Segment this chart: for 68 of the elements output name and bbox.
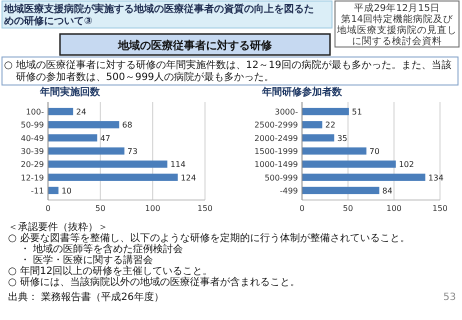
text: ・ 医学・医療に関する講習会 bbox=[20, 254, 154, 266]
text: 地域医療支援病院が実施する地域の医療従事者の資質の向上を図るための研修について③ bbox=[3, 3, 314, 27]
data-label: 84 bbox=[382, 186, 392, 196]
y-tick-label: 20-29 bbox=[20, 160, 44, 170]
bar bbox=[48, 108, 74, 116]
bar bbox=[302, 186, 380, 194]
x-tick-label: 100 bbox=[145, 204, 160, 213]
data-label: 134 bbox=[428, 173, 444, 182]
y-tick-label: 40-49 bbox=[20, 134, 44, 143]
data-label: 35 bbox=[337, 134, 348, 143]
bar bbox=[48, 186, 58, 194]
bar bbox=[302, 121, 322, 128]
text: 53 bbox=[443, 292, 456, 303]
x-tick-label: 0 bbox=[299, 204, 305, 213]
text: 研修の参加者数は、500～999人の病院が最も多かった。 bbox=[16, 71, 274, 83]
x-tick-label: 100 bbox=[386, 204, 402, 213]
text: ＜承認要件（抜粋）＞ bbox=[8, 221, 108, 233]
text: ○ 地域の医療従事者に対する研修の年間実施件数は、12～19回の病院が最も多かった。また、当該 bbox=[4, 59, 452, 71]
x-tick-label: 150 bbox=[432, 204, 448, 213]
data-label: 102 bbox=[398, 160, 414, 170]
y-tick-label: 1000-1499 bbox=[254, 160, 298, 170]
x-tick-label: 50 bbox=[95, 204, 106, 213]
bar bbox=[48, 121, 120, 128]
text: に関する検討会資料 bbox=[352, 35, 442, 47]
bar bbox=[302, 108, 349, 116]
text: ○ 研修には、当該病院以外の地域の医療従事者が含まれること。 bbox=[8, 276, 300, 288]
chart-title: 年間実施回数 bbox=[39, 86, 101, 98]
y-tick-label: 12-19 bbox=[20, 173, 44, 182]
bar bbox=[302, 174, 426, 181]
data-label: 24 bbox=[76, 108, 86, 117]
data-label: 68 bbox=[122, 120, 132, 130]
text: ○ 必要な図書等を整備し、以下のような研修を定期的に行う体制が整備されていること。 bbox=[8, 232, 410, 244]
data-label: 70 bbox=[369, 147, 380, 156]
text: ○ 年間12回以上の研修を主催していること。 bbox=[8, 265, 213, 277]
bar bbox=[48, 147, 124, 155]
bar bbox=[302, 134, 334, 142]
text: 地域の医療従事者に対する研修 bbox=[117, 39, 273, 52]
data-label: 51 bbox=[352, 108, 362, 117]
source-note: 出典： 業務報告書（平成26年度） bbox=[8, 291, 164, 303]
text: ・ 地域の医師等を含めた症例検討会 bbox=[20, 243, 184, 255]
x-tick-label: 0 bbox=[45, 204, 51, 213]
data-label: 10 bbox=[61, 186, 72, 196]
data-label: 47 bbox=[100, 134, 110, 143]
data-label: 114 bbox=[170, 160, 186, 170]
y-tick-label: 50-99 bbox=[20, 120, 44, 130]
text: 地域医療支援病院の見直し bbox=[336, 24, 457, 36]
y-tick-label: 30-39 bbox=[20, 147, 44, 156]
y-tick-label: 1500-1999 bbox=[254, 147, 298, 156]
data-label: 73 bbox=[127, 147, 138, 156]
y-tick-label: 2500-2999 bbox=[254, 120, 298, 130]
chart-title: 年間研修参加者数 bbox=[261, 86, 343, 98]
bar bbox=[48, 134, 98, 142]
y-tick-label: 100- bbox=[26, 108, 44, 117]
text: 第14回特定機能病院及び bbox=[340, 13, 454, 25]
y-tick-label: -499 bbox=[280, 186, 298, 196]
data-label: 22 bbox=[325, 120, 336, 130]
data-label: 124 bbox=[180, 173, 196, 182]
y-tick-label: -11 bbox=[30, 186, 44, 196]
bar bbox=[302, 160, 396, 168]
bar bbox=[48, 174, 178, 181]
x-tick-label: 150 bbox=[197, 204, 213, 213]
y-tick-label: 2000-2499 bbox=[254, 134, 298, 143]
bar bbox=[48, 160, 168, 168]
y-tick-label: 3000- bbox=[274, 108, 298, 117]
y-tick-label: 500-999 bbox=[264, 173, 298, 182]
text: 平成29年12月15日 bbox=[354, 2, 440, 14]
x-tick-label: 50 bbox=[342, 204, 354, 213]
bar bbox=[302, 147, 366, 155]
